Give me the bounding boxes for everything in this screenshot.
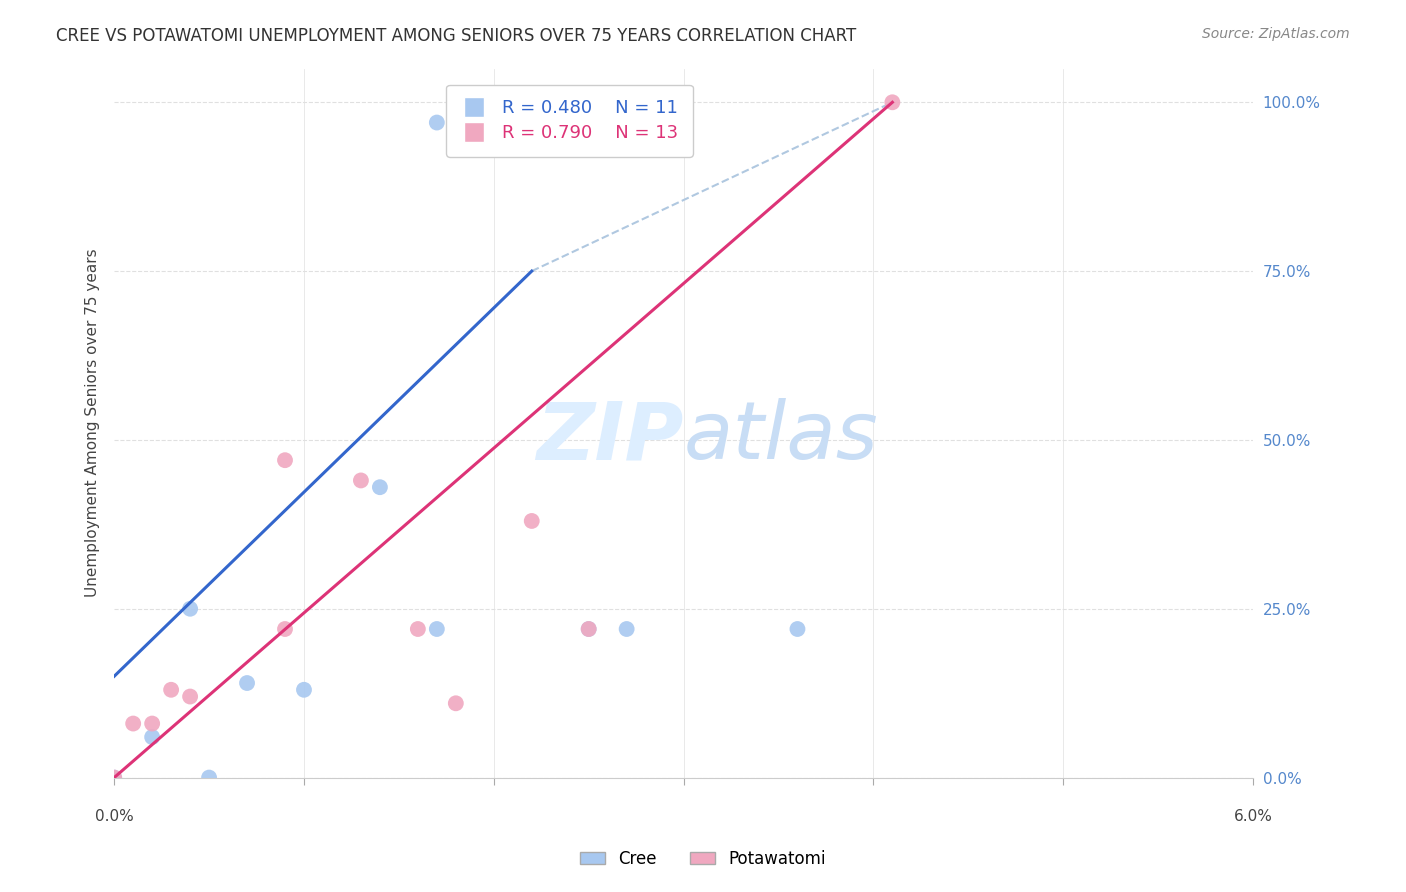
Point	[578, 622, 600, 636]
Point	[882, 95, 904, 110]
Point	[160, 682, 183, 697]
Point	[198, 771, 221, 785]
Point	[350, 474, 373, 488]
Y-axis label: Unemployment Among Seniors over 75 years: Unemployment Among Seniors over 75 years	[86, 249, 100, 598]
Point	[274, 453, 297, 467]
Point	[426, 622, 449, 636]
Point	[368, 480, 391, 494]
Point	[444, 696, 467, 710]
Point	[141, 730, 163, 744]
Point	[406, 622, 429, 636]
Point	[179, 690, 201, 704]
Point	[292, 682, 315, 697]
Point	[179, 601, 201, 615]
Point	[578, 622, 600, 636]
Point	[103, 771, 125, 785]
Text: atlas: atlas	[683, 398, 879, 476]
Point	[274, 622, 297, 636]
Legend: Cree, Potawatomi: Cree, Potawatomi	[574, 844, 832, 875]
Legend: R = 0.480    N = 11, R = 0.790    N = 13: R = 0.480 N = 11, R = 0.790 N = 13	[447, 85, 693, 157]
Point	[426, 115, 449, 129]
Point	[122, 716, 145, 731]
Text: 6.0%: 6.0%	[1233, 809, 1272, 824]
Point	[786, 622, 808, 636]
Point	[520, 514, 543, 528]
Point	[616, 622, 638, 636]
Text: ZIP: ZIP	[536, 398, 683, 476]
Text: CREE VS POTAWATOMI UNEMPLOYMENT AMONG SENIORS OVER 75 YEARS CORRELATION CHART: CREE VS POTAWATOMI UNEMPLOYMENT AMONG SE…	[56, 27, 856, 45]
Point	[236, 676, 259, 690]
Point	[141, 716, 163, 731]
Text: Source: ZipAtlas.com: Source: ZipAtlas.com	[1202, 27, 1350, 41]
Text: 0.0%: 0.0%	[94, 809, 134, 824]
Point	[103, 771, 125, 785]
